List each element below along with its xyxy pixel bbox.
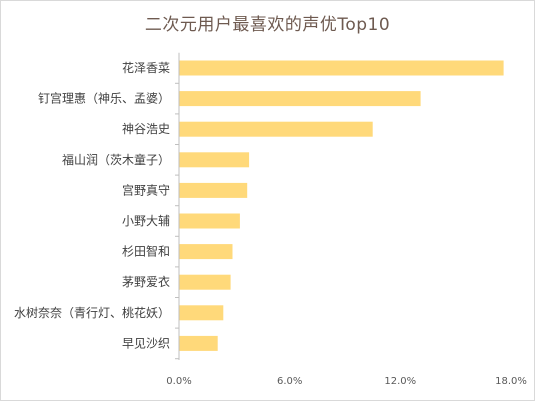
x-tick-label: 18.0% — [495, 376, 527, 387]
x-tick-label: 12.0% — [384, 376, 416, 387]
chart-title: 二次元用户最喜欢的声优Top10 — [144, 15, 391, 35]
category-label: 水树奈奈（青行灯、桃花妖） — [14, 305, 170, 320]
category-label: 宫野真守 — [122, 182, 170, 197]
bars-group — [179, 60, 504, 351]
bar-9 — [179, 335, 218, 351]
bar-0 — [179, 60, 504, 76]
bar-4 — [179, 182, 248, 198]
bar-7 — [179, 274, 231, 290]
category-label: 花泽香菜 — [122, 60, 170, 75]
bar-2 — [179, 121, 373, 137]
bar-5 — [179, 213, 240, 229]
bar-3 — [179, 152, 250, 168]
bar-6 — [179, 244, 233, 260]
bar-1 — [179, 91, 421, 107]
x-tick-label: 6.0% — [277, 376, 302, 387]
axis-group: 0.0% 6.0% 12.0% 18.0% — [166, 52, 527, 387]
category-label: 小野大辅 — [122, 214, 170, 228]
category-label: 钉宫理惠（神乐、孟婆） — [38, 91, 170, 106]
category-label: 福山润（茨木童子） — [62, 152, 170, 167]
category-label: 茅野爱衣 — [122, 274, 170, 289]
category-label: 早见沙织 — [122, 336, 170, 350]
x-tick-label: 0.0% — [166, 376, 191, 387]
bar-8 — [179, 305, 224, 321]
category-label: 神谷浩史 — [122, 122, 170, 136]
category-label: 杉田智和 — [122, 244, 170, 259]
